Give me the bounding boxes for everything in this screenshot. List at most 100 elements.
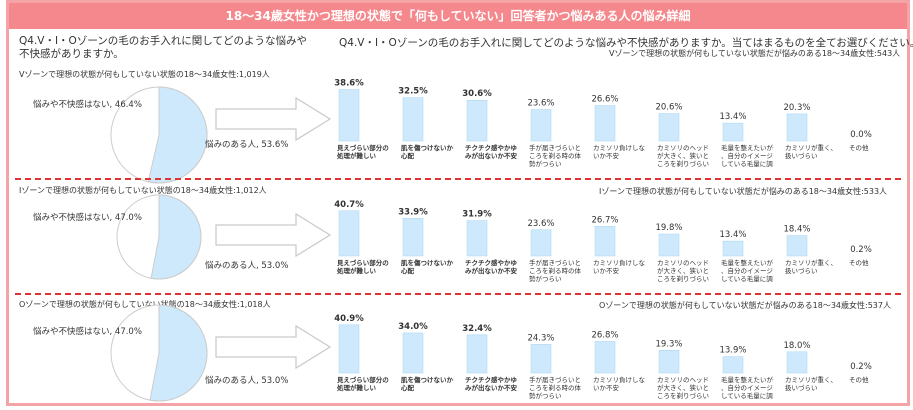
category-label: している毛量に調 [721, 391, 773, 400]
value-label: 34.0% [398, 322, 428, 332]
category-label: 勢がつらい [529, 391, 562, 400]
category-label: が大きく、狭いと [657, 151, 709, 160]
category-label: 毛量を整えたいが [721, 258, 774, 267]
category-label: 肌を傷つけないか [401, 258, 454, 267]
value-label: 0.2% [850, 245, 872, 255]
category-label: している毛量に調 [721, 274, 773, 283]
category-label: 扱いづらい [785, 266, 818, 275]
value-label: 24.3% [527, 333, 554, 343]
category-label: 手が届きづらいと [529, 143, 581, 152]
value-label: 40.7% [334, 200, 364, 210]
category-label: 勢がつらい [529, 159, 562, 168]
category-label: チクチク感やかゆ [465, 143, 518, 152]
separator-1 [15, 178, 901, 180]
category-label: カミソリ負けしな [593, 258, 646, 267]
i-zone-arrow-icon [215, 212, 332, 258]
category-label: 毛量を整えたいが [721, 375, 774, 384]
chart-frame: 18～34歳女性かつ理想の状態で「何もしていない」回答者かつ悩みある人の悩み詳細… [6, 0, 913, 406]
category-label: 処理が難しい [336, 151, 377, 160]
chart-title: 18～34歳女性かつ理想の状態で「何もしていない」回答者かつ悩みある人の悩み詳細 [9, 3, 907, 29]
bar [466, 99, 488, 142]
bar [402, 332, 424, 374]
value-label: 38.6% [334, 79, 364, 89]
category-label: ころを剃る時の体 [529, 266, 582, 275]
separator-2 [15, 293, 901, 295]
value-label: 19.3% [655, 339, 682, 349]
bar [658, 113, 680, 142]
value-label: 33.9% [398, 207, 428, 217]
pie-slice-concern [150, 194, 202, 280]
category-label: みが出ないか不安 [465, 266, 518, 275]
o-zone-pie [110, 304, 208, 402]
category-label: 、自分のイメージ [721, 266, 773, 275]
bar [594, 226, 616, 257]
bar [658, 350, 680, 374]
i-zone-no-concern-label: 悩みや不快感はない, 47.0% [33, 213, 142, 223]
bar [402, 97, 424, 142]
v-zone-no-concern-label: 悩みや不快感はない, 46.4% [33, 100, 142, 110]
bar [594, 105, 616, 142]
value-label: 18.4% [783, 225, 810, 235]
category-label: チクチク感やかゆ [465, 375, 518, 384]
question-right: Q4.V・I・Oゾーンの毛のお手入れに関してどのような悩みや不快感がありますか。… [339, 37, 913, 49]
category-label: ころを剃りづらい [657, 391, 709, 400]
o-zone-arrow-icon [215, 324, 332, 370]
pie-slice-concern [149, 304, 208, 402]
category-label: 手が届きづらいと [529, 258, 581, 267]
v-zone-arrow-icon [215, 96, 332, 142]
category-label: ころを剃りづらい [657, 274, 709, 283]
pie-slice-concern [147, 86, 208, 184]
bar [338, 89, 360, 142]
bar [786, 235, 808, 257]
value-label: 26.7% [591, 215, 618, 225]
bar [658, 233, 680, 257]
value-label: 32.4% [462, 324, 492, 334]
category-label: 、自分のイメージ [721, 151, 773, 160]
category-label: 肌を傷つけないか [401, 375, 454, 384]
category-label: いか不安 [593, 266, 620, 275]
i-zone-concern-label: Iゾーンで理想の状態が何もしていない状態だが悩みのある18～34歳女性:533人 [599, 187, 888, 196]
value-label: 26.8% [591, 330, 618, 340]
category-label: 心配 [401, 266, 415, 275]
category-label: カミソリ負けしな [593, 143, 646, 152]
bar [530, 344, 552, 374]
category-label: いか不安 [593, 383, 620, 392]
category-label: 処理が難しい [336, 383, 377, 392]
value-label: 0.0% [850, 130, 872, 140]
category-label: カミソリのヘッド [657, 144, 709, 152]
category-label: カミソリが重く、 [785, 375, 837, 384]
value-label: 31.9% [462, 210, 492, 220]
category-label: 扱いづらい [785, 151, 818, 160]
bar [722, 122, 744, 142]
category-label: 見えづらい部分の [336, 375, 389, 384]
o-zone-base-label: Oゾーンで理想の状態が何もしていない状態の18～34歳女性:1,018人 [19, 300, 271, 309]
category-label: 心配 [401, 151, 415, 160]
bar [722, 356, 744, 374]
category-label: 、自分のイメージ [721, 383, 773, 392]
category-label: 勢がつらい [529, 274, 562, 283]
category-label: が大きく、狭いと [657, 383, 709, 392]
category-label: が大きく、狭いと [657, 266, 709, 275]
value-label: 20.6% [655, 103, 682, 113]
value-label: 13.4% [719, 112, 746, 122]
category-label: 毛量を整えたいが [721, 143, 774, 152]
category-label: 見えづらい部分の [336, 258, 389, 267]
i-zone-concern-label-pie: 悩みのある人, 53.0% [205, 261, 289, 271]
bar [594, 341, 616, 374]
value-label: 20.3% [783, 103, 810, 113]
question-left: Q4.V・I・Oゾーンの毛のお手入れに関してどのような悩みや不快感がありますか。 [19, 35, 307, 60]
value-label: 40.9% [334, 314, 364, 324]
bar [722, 240, 744, 257]
category-label: その他 [849, 143, 869, 152]
value-label: 18.0% [783, 341, 810, 351]
category-label: カミソリが重く、 [785, 258, 837, 267]
category-label: 見えづらい部分の [336, 143, 389, 152]
value-label: 30.6% [462, 89, 492, 99]
v-zone-concern-label: Vゾーンで理想の状態が何もしていない状態だが悩みのある18～34歳女性:543人 [609, 49, 901, 58]
o-zone-concern-label: Oゾーンで理想の状態が何もしていない状態だが悩みのある18～34歳女性:537人 [599, 301, 891, 310]
bar [466, 334, 488, 374]
category-label: カミソリが重く、 [785, 143, 837, 152]
